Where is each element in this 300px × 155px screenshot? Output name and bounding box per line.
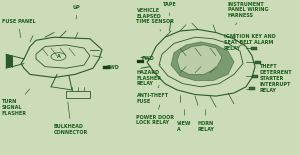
Text: THEFT
DETERRENT
STARTER
INTERRUPT
RELAY: THEFT DETERRENT STARTER INTERRUPT RELAY	[254, 64, 292, 93]
Text: ANTI-THEFT
FUSE: ANTI-THEFT FUSE	[136, 85, 169, 104]
Polygon shape	[171, 42, 234, 81]
Text: HORN
RELAY: HORN RELAY	[197, 110, 214, 132]
Text: VIEW
A: VIEW A	[177, 110, 192, 132]
Text: POWER DOOR
LOCK RELAY: POWER DOOR LOCK RELAY	[136, 105, 175, 126]
Polygon shape	[21, 37, 102, 78]
Text: IGNITION KEY AND
SEAT BELT ALARM
RELAY: IGNITION KEY AND SEAT BELT ALARM RELAY	[224, 34, 275, 51]
Polygon shape	[66, 91, 90, 98]
Text: BULKHEAD
CONNECTOR: BULKHEAD CONNECTOR	[54, 102, 88, 135]
Text: TURN
SIGNAL
FLASHER: TURN SIGNAL FLASHER	[2, 89, 30, 116]
Bar	[251, 47, 257, 50]
Text: HAZARD
FLASHER
RELAY: HAZARD FLASHER RELAY	[136, 64, 161, 86]
Polygon shape	[147, 29, 255, 96]
Text: TAPE: TAPE	[163, 2, 176, 16]
Bar	[137, 60, 144, 63]
Bar	[249, 87, 255, 90]
Bar	[103, 66, 110, 69]
Polygon shape	[159, 37, 243, 87]
Text: FUSE PANEL: FUSE PANEL	[2, 19, 35, 38]
Text: FWD: FWD	[103, 65, 119, 70]
Text: INSTRUMENT
PANEL WIRING
HARNESS: INSTRUMENT PANEL WIRING HARNESS	[228, 2, 268, 25]
Text: A: A	[57, 54, 60, 59]
Polygon shape	[177, 45, 222, 74]
Text: UP: UP	[73, 5, 80, 19]
Text: FWD: FWD	[142, 56, 161, 61]
Bar	[252, 75, 258, 78]
Polygon shape	[6, 54, 12, 68]
Bar	[255, 61, 261, 64]
Polygon shape	[36, 45, 90, 68]
Text: VEHICLE
ELAPSED
TIME SENSOR: VEHICLE ELAPSED TIME SENSOR	[136, 8, 174, 31]
